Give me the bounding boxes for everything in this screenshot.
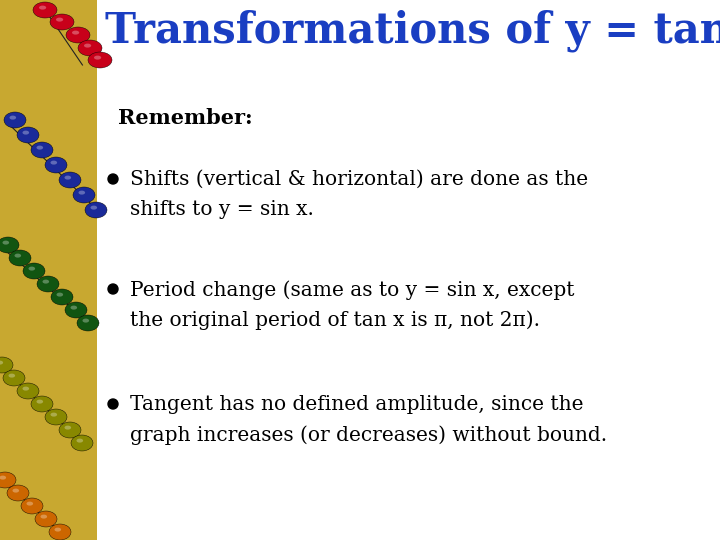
Ellipse shape (49, 524, 71, 540)
Ellipse shape (72, 31, 79, 35)
Ellipse shape (76, 438, 83, 443)
Ellipse shape (2, 241, 9, 245)
Circle shape (108, 399, 118, 409)
Ellipse shape (66, 27, 90, 43)
Ellipse shape (73, 187, 95, 203)
Ellipse shape (94, 56, 102, 59)
Ellipse shape (55, 528, 61, 531)
Ellipse shape (0, 237, 19, 253)
Ellipse shape (50, 160, 57, 165)
Ellipse shape (39, 5, 46, 10)
Text: graph increases (or decreases) without bound.: graph increases (or decreases) without b… (130, 425, 607, 444)
Ellipse shape (22, 131, 29, 134)
Ellipse shape (65, 302, 87, 318)
Ellipse shape (0, 357, 13, 373)
Ellipse shape (37, 276, 59, 292)
Text: Transformations of y = tan x: Transformations of y = tan x (105, 10, 720, 52)
Ellipse shape (88, 52, 112, 68)
Ellipse shape (3, 370, 25, 386)
Ellipse shape (33, 2, 57, 18)
Ellipse shape (40, 515, 47, 518)
Text: Shifts (vertical & horizontal) are done as the: Shifts (vertical & horizontal) are done … (130, 170, 588, 189)
Ellipse shape (78, 40, 102, 56)
Text: Remember:: Remember: (118, 108, 253, 128)
Ellipse shape (29, 267, 35, 271)
Text: shifts to y = sin x.: shifts to y = sin x. (130, 200, 314, 219)
Ellipse shape (17, 127, 39, 143)
Ellipse shape (27, 502, 33, 505)
Ellipse shape (0, 472, 16, 488)
Ellipse shape (9, 116, 16, 119)
Bar (97, 0, 720, 540)
Ellipse shape (51, 289, 73, 305)
Ellipse shape (45, 157, 67, 173)
Circle shape (108, 284, 118, 294)
Text: Period change (same as to y = sin x, except: Period change (same as to y = sin x, exc… (130, 280, 575, 300)
Text: Tangent has no defined amplitude, since the: Tangent has no defined amplitude, since … (130, 395, 583, 414)
Ellipse shape (35, 511, 57, 527)
Ellipse shape (7, 485, 29, 501)
Ellipse shape (9, 374, 15, 377)
Ellipse shape (65, 176, 71, 180)
Ellipse shape (45, 409, 67, 425)
Ellipse shape (56, 18, 63, 22)
Ellipse shape (0, 476, 6, 480)
Ellipse shape (50, 413, 57, 416)
Ellipse shape (56, 293, 63, 296)
Ellipse shape (17, 383, 39, 399)
Ellipse shape (9, 250, 31, 266)
Ellipse shape (71, 435, 93, 451)
Ellipse shape (59, 422, 81, 438)
Ellipse shape (59, 172, 81, 188)
Ellipse shape (85, 202, 107, 218)
Ellipse shape (37, 400, 43, 403)
Ellipse shape (37, 146, 43, 150)
Ellipse shape (12, 489, 19, 492)
Ellipse shape (0, 361, 3, 365)
Ellipse shape (71, 306, 77, 309)
Ellipse shape (14, 254, 21, 258)
Ellipse shape (78, 191, 85, 194)
Ellipse shape (31, 396, 53, 412)
Ellipse shape (31, 142, 53, 158)
Ellipse shape (23, 263, 45, 279)
Ellipse shape (83, 319, 89, 322)
Ellipse shape (77, 315, 99, 331)
Ellipse shape (91, 206, 97, 210)
Ellipse shape (22, 387, 29, 390)
Bar (0, 0, 97, 540)
Ellipse shape (65, 426, 71, 430)
Ellipse shape (21, 498, 43, 514)
Ellipse shape (84, 44, 91, 48)
Ellipse shape (4, 112, 26, 128)
Circle shape (108, 174, 118, 184)
Ellipse shape (50, 14, 74, 30)
Text: the original period of tan x is π, not 2π).: the original period of tan x is π, not 2… (130, 310, 540, 329)
Ellipse shape (42, 280, 49, 284)
